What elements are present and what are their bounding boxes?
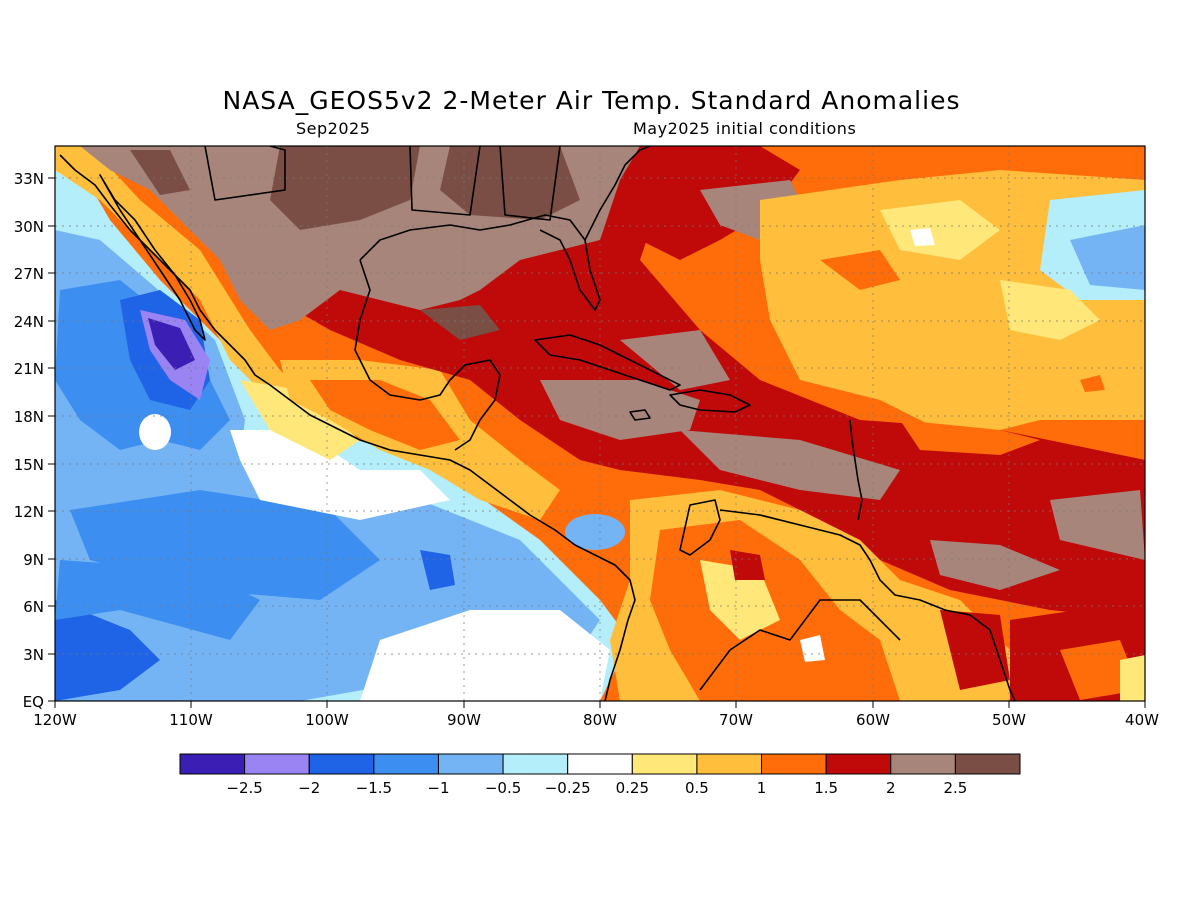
colorbar-swatch (825, 753, 892, 775)
colorbar-label: 1.5 (814, 779, 838, 797)
lon-label: 60W (856, 711, 890, 729)
colorbar-label: −2.5 (226, 779, 262, 797)
lat-label: 3N (23, 646, 44, 664)
lat-label: EQ (23, 693, 44, 711)
colorbar-swatch (244, 753, 310, 775)
lat-label: 18N (14, 408, 44, 426)
colorbar-swatch (890, 753, 956, 775)
colorbar-label: −1 (427, 779, 449, 797)
lat-label: 27N (14, 265, 44, 283)
lat-label: 6N (23, 598, 44, 616)
colorbar: −2.5 −2 −1.5 −1 −0.5 −0.25 0.25 0.5 1 1.5 2 2.5 (179, 753, 1021, 797)
lon-label: 120W (33, 711, 77, 729)
lon-label: 70W (719, 711, 753, 729)
lat-label: 15N (14, 456, 44, 474)
colorbar-label: −0.5 (485, 779, 521, 797)
colorbar-swatch (761, 753, 827, 775)
initial-conditions: May2025 initial conditions (633, 119, 857, 138)
lat-label: 30N (14, 218, 44, 236)
forecast-month: Sep2025 (296, 119, 371, 138)
lat-label: 12N (14, 503, 44, 521)
colorbar-label: 0.25 (616, 779, 649, 797)
map-title: NASA_GEOS5v2 2-Meter Air Temp. Standard … (222, 86, 961, 115)
lon-label: 80W (583, 711, 617, 729)
colorbar-swatch (954, 753, 1021, 775)
lon-label: 110W (169, 711, 213, 729)
colorbar-swatch (437, 753, 504, 775)
colorbar-label: 2.5 (943, 779, 967, 797)
anomaly-field (55, 146, 1145, 701)
colorbar-label: 2 (886, 779, 896, 797)
lon-label: 40W (1125, 711, 1159, 729)
lat-label: 21N (14, 360, 44, 378)
colorbar-swatch (373, 753, 439, 775)
lat-label: 9N (23, 551, 44, 569)
colorbar-swatch (631, 753, 698, 775)
colorbar-label: −1.5 (356, 779, 392, 797)
colorbar-swatch (567, 753, 633, 775)
colorbar-label: −0.25 (545, 779, 591, 797)
lon-label: 90W (447, 711, 481, 729)
colorbar-label: 0.5 (685, 779, 709, 797)
colorbar-label: −2 (298, 779, 320, 797)
lon-label: 50W (992, 711, 1026, 729)
coastlines (59, 146, 1016, 701)
lat-labels: EQ 3N 6N 9N 12N 15N 18N 21N 24N 27N 30N … (14, 170, 44, 711)
colorbar-swatch (179, 753, 246, 775)
lon-label: 100W (305, 711, 349, 729)
tick-marks (48, 177, 1146, 708)
lat-lon-grid (55, 146, 1145, 701)
colorbar-swatch (308, 753, 375, 775)
lat-label: 24N (14, 313, 44, 331)
colorbar-swatch (502, 753, 569, 775)
colorbar-swatch (696, 753, 763, 775)
lon-labels: 120W 110W 100W 90W 80W 70W 60W 50W 40W (33, 711, 1159, 729)
lat-label: 33N (14, 170, 44, 188)
colorbar-label: 1 (757, 779, 767, 797)
